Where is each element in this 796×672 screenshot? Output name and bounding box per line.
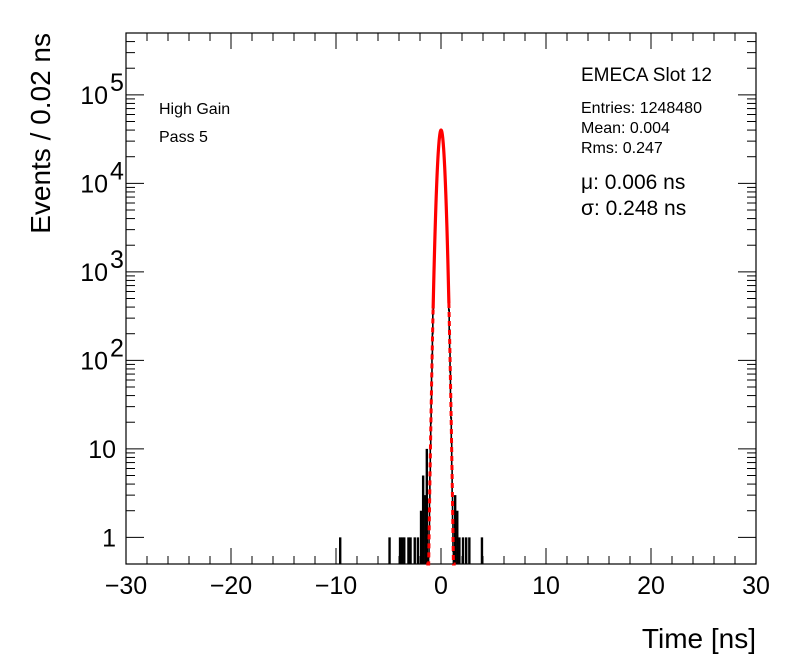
y-tick-label: 10 — [88, 436, 116, 464]
annotation-pass: Pass 5 — [159, 129, 208, 146]
x-tick-label: 30 — [742, 572, 770, 600]
x-axis-tick-labels: −30 −20 −10 0 10 20 30 — [105, 572, 770, 600]
x-tick-label: −10 — [315, 572, 357, 600]
y-axis-title: Events / 0.02 ns — [25, 33, 56, 234]
y-tick-label-exponent: 4 — [110, 157, 124, 185]
fit-core — [431, 128, 451, 309]
fit-mu: μ: 0.006 ns — [581, 171, 685, 194]
stats-mean: Mean: 0.004 — [581, 120, 670, 137]
x-tick-label: 10 — [532, 572, 560, 600]
y-tick-label: 10 — [80, 259, 108, 287]
y-tick-label: 10 — [80, 170, 108, 198]
x-tick-label: −20 — [210, 572, 252, 600]
y-tick-label-exponent: 2 — [110, 334, 124, 362]
y-tick-label: 1 — [102, 524, 116, 552]
x-tick-label: −30 — [105, 572, 147, 600]
y-tick-label: 10 — [80, 347, 108, 375]
stats-title: EMECA Slot 12 — [581, 65, 712, 86]
fit-tail-right — [447, 303, 456, 566]
fit-sigma: σ: 0.248 ns — [581, 197, 686, 220]
stats-entries: Entries: 1248480 — [581, 100, 702, 117]
x-tick-label: 0 — [434, 572, 448, 600]
stats-rms: Rms: 0.247 — [581, 140, 663, 157]
y-tick-label-exponent: 3 — [110, 246, 124, 274]
x-tick-label: 20 — [637, 572, 665, 600]
annotation-high-gain: High Gain — [159, 101, 230, 118]
fit-tail-left — [426, 308, 435, 566]
y-tick-label: 10 — [80, 82, 108, 110]
y-tick-label-exponent: 5 — [110, 69, 124, 97]
gaussian-fit — [426, 128, 456, 566]
x-axis-ticks — [125, 33, 757, 564]
x-axis-title: Time [ns] — [642, 623, 756, 654]
histogram-bins — [339, 129, 484, 565]
y-axis-ticks — [126, 32, 756, 538]
